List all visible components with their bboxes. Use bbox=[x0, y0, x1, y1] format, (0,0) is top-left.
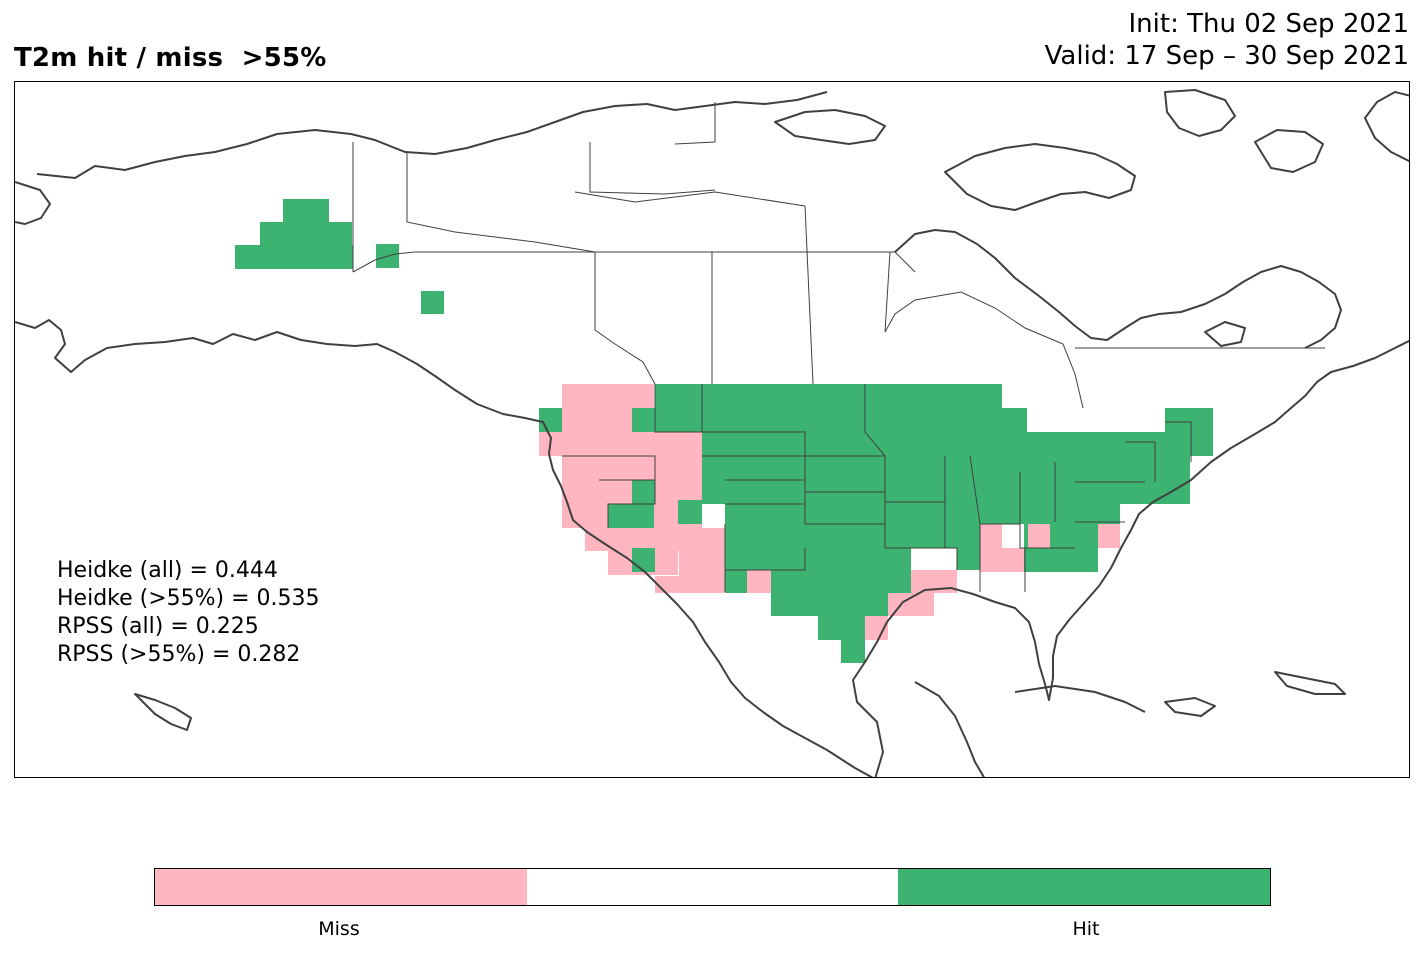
hit-cell bbox=[771, 570, 911, 593]
hit-cell bbox=[702, 480, 1190, 504]
hit-cell bbox=[608, 504, 654, 528]
hit-cell bbox=[1165, 408, 1213, 432]
miss-cell bbox=[562, 384, 654, 408]
hit-cell bbox=[1024, 548, 1050, 572]
skill-scores: Heidke (all) = 0.444 Heidke (>55%) = 0.5… bbox=[57, 557, 320, 669]
miss-cell bbox=[911, 570, 957, 593]
miss-cell bbox=[539, 432, 702, 456]
hit-cell bbox=[725, 524, 980, 548]
miss-cell bbox=[562, 408, 632, 432]
hit-cell bbox=[1002, 408, 1027, 432]
init-date: Init: Thu 02 Sep 2021 bbox=[1128, 9, 1409, 39]
miss-cell bbox=[562, 456, 702, 480]
hit-cell bbox=[632, 548, 655, 572]
map-canvas bbox=[15, 89, 1409, 777]
miss-cell bbox=[585, 528, 725, 551]
colorbar bbox=[154, 868, 1271, 906]
hit-cell bbox=[655, 384, 1002, 432]
hit-cell bbox=[702, 456, 1190, 480]
miss-cell bbox=[1098, 524, 1120, 548]
verification-cells bbox=[235, 199, 1213, 663]
heidke-55: Heidke (>55%) = 0.535 bbox=[57, 586, 320, 611]
borders bbox=[352, 102, 1325, 592]
rpss-55: RPSS (>55%) = 0.282 bbox=[57, 642, 301, 667]
hit-cell bbox=[678, 500, 702, 524]
colorbar-hit-segment bbox=[898, 869, 1271, 905]
hit-cell bbox=[957, 548, 980, 570]
hit-cell bbox=[818, 616, 865, 640]
miss-cell bbox=[888, 593, 934, 616]
miss-cell bbox=[865, 616, 888, 640]
hit-cell bbox=[771, 593, 888, 616]
hit-cell bbox=[539, 408, 562, 432]
miss-cell bbox=[1028, 524, 1050, 548]
miss-cell bbox=[655, 576, 725, 593]
date-info: Init: Thu 02 Sep 2021 Valid: 17 Sep – 30… bbox=[1045, 8, 1409, 72]
hit-cell bbox=[235, 245, 353, 269]
miss-cell bbox=[679, 546, 725, 576]
coastlines bbox=[15, 89, 1409, 777]
hit-cell bbox=[725, 548, 911, 570]
miss-cell bbox=[747, 570, 771, 593]
miss-cell bbox=[1002, 548, 1024, 572]
valid-period: Valid: 17 Sep – 30 Sep 2021 bbox=[1044, 41, 1409, 71]
rpss-all: RPSS (all) = 0.225 bbox=[57, 614, 259, 639]
colorbar-label-miss: Miss bbox=[318, 918, 360, 940]
plot-title: T2m hit / miss >55% bbox=[14, 43, 327, 73]
hit-cell bbox=[725, 504, 1120, 524]
map-panel bbox=[14, 81, 1410, 778]
miss-cell bbox=[980, 524, 1002, 572]
hit-cell bbox=[841, 640, 865, 663]
hit-cell bbox=[632, 408, 655, 432]
hit-cell bbox=[725, 570, 747, 593]
hit-cell bbox=[1024, 524, 1028, 548]
hit-cell bbox=[702, 432, 1213, 456]
heidke-all: Heidke (all) = 0.444 bbox=[57, 558, 278, 583]
colorbar-neutral-segment bbox=[526, 869, 899, 905]
hit-cell bbox=[260, 222, 352, 245]
colorbar-label-hit: Hit bbox=[1072, 918, 1100, 940]
hit-cell bbox=[421, 291, 444, 314]
hit-cell bbox=[632, 480, 655, 504]
colorbar-miss-segment bbox=[155, 869, 527, 905]
hit-cell bbox=[283, 199, 329, 222]
